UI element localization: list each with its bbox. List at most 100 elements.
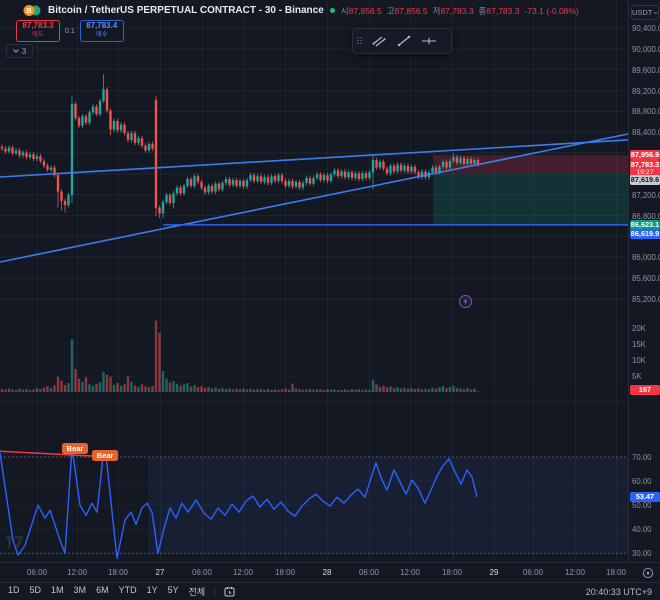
close-label: 종 — [478, 5, 487, 16]
rsi-band-layer — [0, 456, 628, 554]
time-tick: 12:00 — [399, 568, 421, 577]
event-lightning-icon[interactable] — [458, 294, 473, 309]
axis-tick: 88,400.0 — [632, 128, 660, 138]
axis-tick: 70.00 — [632, 453, 652, 462]
short-position-tool — [433, 155, 628, 225]
axis-tick: 15K — [632, 340, 646, 349]
range-button-1y[interactable]: 1Y — [146, 585, 158, 595]
bear-divergence-label[interactable]: Bear — [92, 450, 118, 462]
sell-label: 매도 — [32, 31, 44, 38]
currency-toggle[interactable]: USDT — [631, 5, 659, 20]
axis-tick: 86,800.0 — [632, 211, 660, 221]
sell-button[interactable]: 87,783.3 매도 — [16, 20, 60, 42]
price-label-chip: 167 — [630, 385, 660, 395]
buy-button[interactable]: 87,783.4 매수 — [79, 20, 124, 42]
time-tick: 18:00 — [274, 568, 296, 577]
time-tick: 06:00 — [26, 568, 48, 577]
go-to-date-icon[interactable] — [224, 586, 235, 597]
symbol-title[interactable]: Bitcoin / TetherUS PERPETUAL CONTRACT - … — [48, 5, 324, 16]
time-tick: 06:00 — [358, 568, 380, 577]
indicators-collapse-toggle[interactable]: 3 — [6, 44, 33, 58]
axis-tick: 85,200.0 — [632, 294, 660, 304]
axis-tick: 30.00 — [632, 549, 652, 559]
time-tick: 18:00 — [441, 568, 463, 577]
range-button-전체[interactable]: 전체 — [188, 587, 206, 597]
trendlines-layer — [0, 133, 628, 263]
parallel-channel-icon[interactable] — [367, 32, 390, 50]
chart-canvas[interactable] — [0, 0, 628, 562]
range-button-3m[interactable]: 3M — [73, 585, 87, 595]
candles-layer — [0, 74, 480, 219]
time-axis[interactable]: 06:00 12:00 18:00 27 06:00 12:00 18:00 28 06:00 1… — [0, 562, 660, 583]
axis-settings-icon[interactable] — [642, 567, 654, 579]
tradingview-logo-icon[interactable] — [5, 535, 23, 550]
price-label-chip: 86,623.1 — [630, 219, 660, 230]
axis-tick: 88,800.0 — [632, 107, 660, 117]
horizontal-line-icon[interactable] — [417, 32, 440, 50]
chevron-down-icon — [654, 11, 658, 14]
order-panel: 87,783.3 매도 0.1 87,783.4 매수 — [16, 20, 124, 42]
currency-label: USDT — [632, 8, 653, 17]
axis-tick: 5K — [632, 372, 642, 381]
drag-handle-icon[interactable] — [357, 36, 363, 46]
buy-label: 매수 — [95, 31, 108, 38]
range-button-5d[interactable]: 5D — [29, 585, 42, 595]
time-tick: 06:00 — [522, 568, 544, 577]
range-button-ytd[interactable]: YTD — [118, 585, 137, 595]
axis-tick: 60.00 — [632, 477, 652, 487]
bear-divergence-label[interactable]: Bear — [62, 443, 88, 455]
volume-layer — [0, 320, 480, 392]
time-tick: 27 — [155, 568, 165, 577]
spread-value: 0.1 — [65, 27, 75, 35]
price-axis[interactable]: USDT 90,400.0 90,000.0 89,600.0 89,200.0 88,… — [628, 0, 660, 562]
sell-price: 87,783.3 — [22, 21, 54, 30]
price-label-chip: 86,619.9 — [630, 228, 660, 239]
toolbar-divider — [214, 586, 216, 597]
range-button-1m[interactable]: 1M — [51, 585, 64, 595]
low-value: 87,783.3 — [440, 5, 474, 16]
time-tick: 12:00 — [564, 568, 586, 577]
ohlc-readout: 시87,856.5 고87,856.5 저87,783.3 종87,783.3 … — [341, 5, 579, 17]
range-button-5y[interactable]: 5Y — [167, 585, 179, 595]
high-label: 고 — [386, 5, 395, 16]
price-label-chip: 53.47 — [630, 492, 660, 502]
chevron-down-icon — [12, 49, 19, 53]
high-value: 87,856.5 — [394, 5, 428, 16]
buy-price: 87,783.4 — [86, 21, 118, 30]
axis-tick: 86,000.0 — [632, 253, 660, 263]
market-status-dot[interactable] — [329, 8, 335, 13]
svg-text:B: B — [26, 6, 32, 15]
time-tick: 18:00 — [605, 568, 627, 577]
rsi-layer — [0, 446, 478, 560]
axis-tick: 10K — [632, 356, 646, 365]
open-label: 시 — [340, 5, 349, 16]
axis-tick: 50.00 — [632, 501, 652, 511]
time-tick: 12:00 — [66, 568, 88, 577]
time-tick: 12:00 — [232, 568, 254, 577]
price-label-chip: 87,956.9 — [630, 150, 660, 161]
range-button-6m[interactable]: 6M — [96, 585, 109, 595]
low-label: 저 — [432, 5, 441, 16]
time-tick: 28 — [322, 568, 332, 577]
axis-tick: 87,200.0 — [632, 190, 660, 200]
clock: 20:40:33 UTC+9 — [585, 586, 652, 597]
close-value: 87,783.3 — [486, 5, 520, 16]
collapse-count: 3 — [21, 46, 27, 56]
axis-tick: 89,200.0 — [632, 86, 660, 96]
symbol-header: B Bitcoin / TetherUS PERPETUAL CONTRACT … — [22, 3, 579, 18]
time-tick: 29 — [489, 568, 499, 577]
open-value: 87,856.5 — [348, 5, 382, 16]
time-tick: 06:00 — [191, 568, 213, 577]
symbol-pair-icon: B — [22, 4, 42, 17]
price-label-chip: 87,619.6 — [630, 174, 660, 185]
trend-line-icon[interactable] — [392, 32, 415, 50]
change-value: -73.1 (-0.08%) — [524, 5, 579, 16]
range-button-1d[interactable]: 1D — [8, 585, 20, 595]
grid-layer — [0, 0, 628, 560]
axis-tick: 90,000.0 — [632, 44, 660, 54]
bottom-toolbar: 1D 5D 1M 3M 6M YTD 1Y 5Y 전체 20:40:33 UTC+9 — [0, 582, 660, 600]
time-tick: 18:00 — [107, 568, 129, 577]
axis-tick: 90,400.0 — [632, 24, 660, 33]
axis-tick: 89,600.0 — [632, 65, 660, 75]
